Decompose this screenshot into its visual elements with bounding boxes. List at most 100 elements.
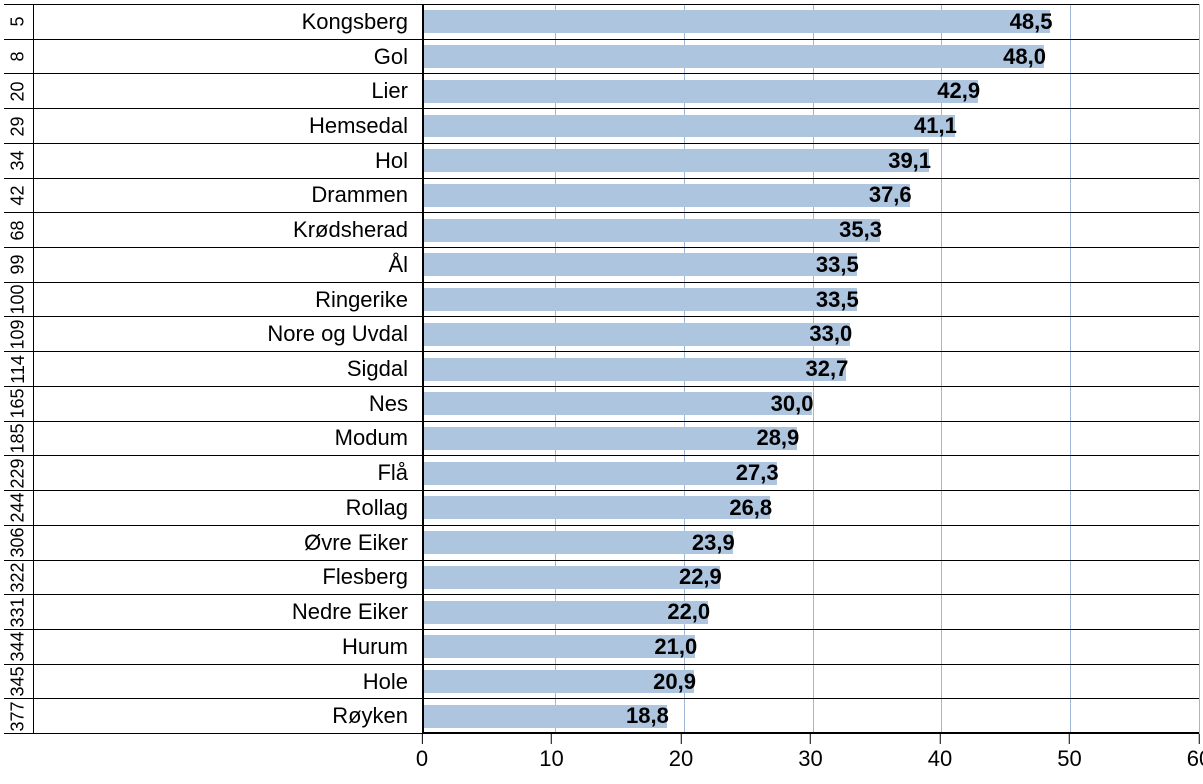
category-label: Hurum xyxy=(34,630,424,664)
gridline xyxy=(1199,4,1200,734)
value-label: 22,9 xyxy=(679,564,722,590)
rank-value: 68 xyxy=(8,220,29,240)
rank-cell: 229 xyxy=(4,456,34,490)
table-row: 114Sigdal32,7 xyxy=(4,351,1199,386)
rank-value: 165 xyxy=(8,389,29,419)
rank-value: 185 xyxy=(8,423,29,453)
rank-value: 331 xyxy=(8,597,29,627)
value-label: 20,9 xyxy=(653,669,696,695)
table-row: 8 Gol 48,0 xyxy=(4,39,1199,74)
bar-cell: 48,5 xyxy=(424,5,1199,39)
plot-area: 5Kongsberg48,58Gol48,020Lier42,929Hemsed… xyxy=(4,4,1199,734)
table-row: 322Flesberg 22,9 xyxy=(4,560,1199,595)
rank-cell: 306 xyxy=(4,526,34,560)
category-label: Gol xyxy=(34,40,424,74)
table-row: 42Drammen 37,6 xyxy=(4,178,1199,213)
rank-cell: 109 xyxy=(4,317,34,351)
category-label: Øvre Eiker xyxy=(34,526,424,560)
bar-cell: 33,5 xyxy=(424,248,1199,282)
value-label: 37,6 xyxy=(869,182,912,208)
rank-value: 8 xyxy=(8,52,29,62)
category-label: Krødsherad xyxy=(34,213,424,247)
category-label: Modum xyxy=(34,422,424,456)
bar xyxy=(424,253,857,276)
bar-cell: 35,3 xyxy=(424,213,1199,247)
category-label: Ringerike xyxy=(34,283,424,317)
category-label: Lier xyxy=(34,74,424,108)
rank-value: 42 xyxy=(8,185,29,205)
rank-cell: 344 xyxy=(4,630,34,664)
x-tick: 0 xyxy=(416,734,428,772)
tick-label: 0 xyxy=(416,746,428,772)
bar xyxy=(424,323,850,346)
table-row: 100Ringerike33,5 xyxy=(4,282,1199,317)
bar xyxy=(424,184,910,207)
rank-value: 34 xyxy=(8,151,29,171)
value-label: 33,0 xyxy=(809,321,852,347)
bar-cell: 26,8 xyxy=(424,491,1199,525)
rank-cell: 331 xyxy=(4,595,34,629)
tick-label: 40 xyxy=(928,746,952,772)
bar-cell: 22,0 xyxy=(424,595,1199,629)
bar-cell: 39,1 xyxy=(424,144,1199,178)
category-label: Rollag xyxy=(34,491,424,525)
bar-cell: 41,1 xyxy=(424,109,1199,143)
bar xyxy=(424,496,770,519)
value-label: 42,9 xyxy=(937,78,980,104)
bar-cell: 20,9 xyxy=(424,665,1199,699)
category-label: Ål xyxy=(34,248,424,282)
table-row: 68Krødsherad35,3 xyxy=(4,212,1199,247)
rank-value: 29 xyxy=(8,116,29,136)
rank-cell: 8 xyxy=(4,40,34,74)
rank-cell: 42 xyxy=(4,179,34,213)
rank-cell: 185 xyxy=(4,422,34,456)
rank-value: 306 xyxy=(8,528,29,558)
table-row: 345Hole 20,9 xyxy=(4,664,1199,699)
bar xyxy=(424,358,846,381)
category-label: Hole xyxy=(34,665,424,699)
bar-cell: 33,0 xyxy=(424,317,1199,351)
tick-mark xyxy=(1069,734,1070,744)
bar xyxy=(424,531,733,554)
category-label: Røyken xyxy=(34,699,424,733)
table-row: 20Lier 42,9 xyxy=(4,73,1199,108)
x-axis: 0102030405060 xyxy=(422,734,1199,784)
category-label: Flå xyxy=(34,456,424,490)
rank-cell: 322 xyxy=(4,561,34,595)
value-label: 48,0 xyxy=(1003,44,1046,70)
x-tick: 50 xyxy=(1057,734,1081,772)
rank-cell: 68 xyxy=(4,213,34,247)
category-label: Nore og Uvdal xyxy=(34,317,424,351)
rank-value: 345 xyxy=(8,666,29,696)
value-label: 26,8 xyxy=(729,495,772,521)
rank-value: 109 xyxy=(8,319,29,349)
rank-value: 344 xyxy=(8,632,29,662)
x-tick: 20 xyxy=(669,734,693,772)
value-label: 22,0 xyxy=(667,599,710,625)
tick-mark xyxy=(551,734,552,744)
bar xyxy=(424,219,880,242)
category-label: Nedre Eiker xyxy=(34,595,424,629)
bar xyxy=(424,115,955,138)
value-label: 33,5 xyxy=(816,287,859,313)
x-tick: 30 xyxy=(798,734,822,772)
value-label: 48,5 xyxy=(1010,9,1053,35)
tick-mark xyxy=(810,734,811,744)
tick-label: 20 xyxy=(669,746,693,772)
value-label: 33,5 xyxy=(816,252,859,278)
x-tick: 60 xyxy=(1187,734,1203,772)
tick-mark xyxy=(939,734,940,744)
bar-cell: 28,9 xyxy=(424,422,1199,456)
table-row: 377Røyken18,8 xyxy=(4,698,1199,734)
bar-cell: 32,7 xyxy=(424,352,1199,386)
bar-cell: 27,3 xyxy=(424,456,1199,490)
category-label: Flesberg xyxy=(34,561,424,595)
tick-label: 30 xyxy=(798,746,822,772)
bar xyxy=(424,462,777,485)
horizontal-bar-chart: 5Kongsberg48,58Gol48,020Lier42,929Hemsed… xyxy=(0,0,1203,784)
category-label: Drammen xyxy=(34,179,424,213)
rank-cell: 165 xyxy=(4,387,34,421)
value-label: 39,1 xyxy=(888,148,931,174)
rank-value: 20 xyxy=(8,81,29,101)
table-row: 34Hol39,1 xyxy=(4,143,1199,178)
